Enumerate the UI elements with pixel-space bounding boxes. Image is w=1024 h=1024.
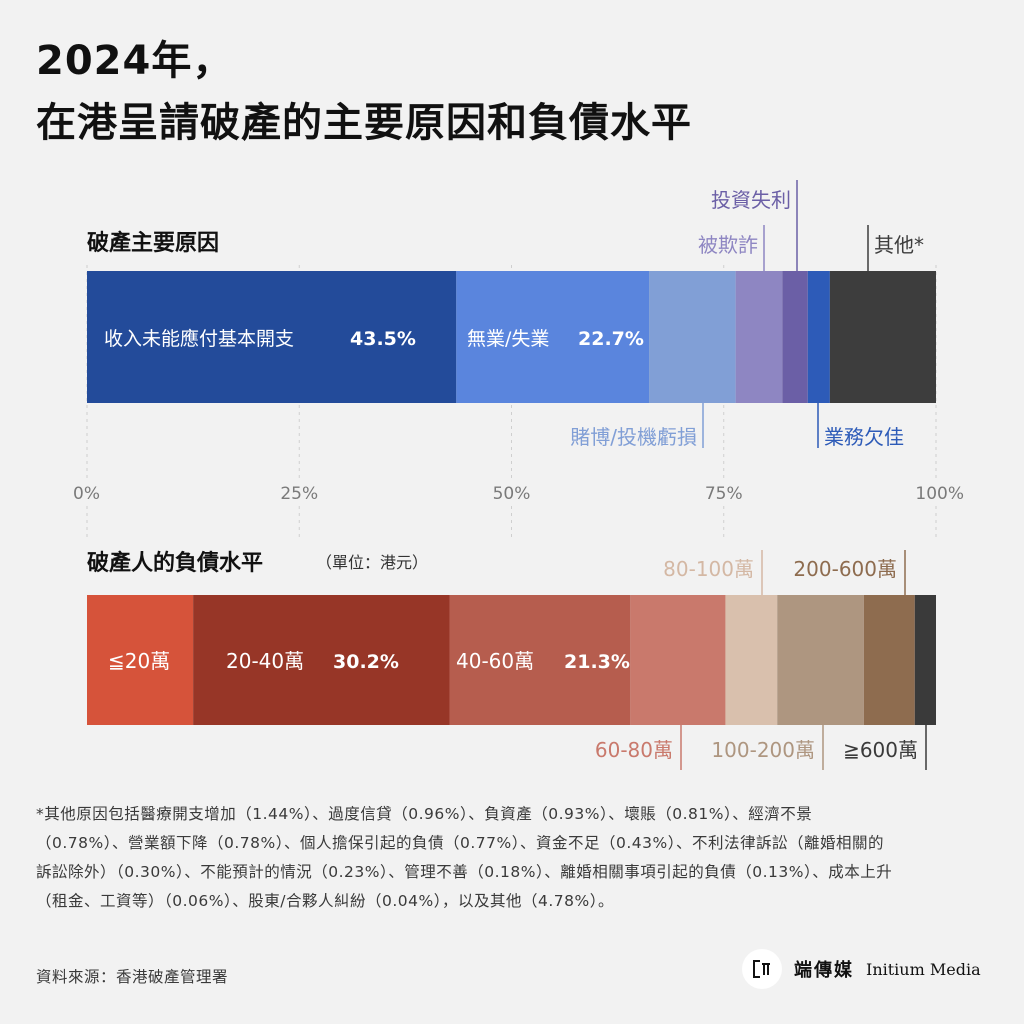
data-source: 資料來源：香港破產管理署 bbox=[36, 968, 229, 986]
segment-label: 100-200萬 bbox=[711, 738, 815, 762]
chart-title: 破產人的負債水平 bbox=[87, 550, 263, 576]
segment-label: 賭博/投機虧損 bbox=[570, 425, 697, 449]
segment-label: 其他* bbox=[874, 233, 924, 257]
bar-segment bbox=[735, 271, 783, 403]
bar-segment bbox=[456, 271, 650, 403]
segment-label: 80-100萬 bbox=[663, 557, 754, 581]
x-tick-label: 100% bbox=[915, 484, 964, 504]
segment-label: 200-600萬 bbox=[793, 557, 897, 581]
data-label: 21.3% bbox=[564, 651, 630, 673]
segment-label: 60-80萬 bbox=[595, 738, 673, 762]
segment-label: 收入未能應付基本開支 bbox=[104, 327, 294, 350]
bar-segment bbox=[829, 271, 936, 403]
segment-label: 40-60萬 bbox=[456, 649, 534, 673]
bar-segment bbox=[777, 595, 864, 725]
x-tick-label: 50% bbox=[493, 484, 531, 504]
title-line-1: 2024年， bbox=[36, 38, 234, 84]
segment-label: 投資失利 bbox=[711, 188, 791, 212]
bar-segment bbox=[807, 271, 830, 403]
initium-logo-icon bbox=[742, 949, 782, 989]
segment-label: 被欺詐 bbox=[698, 233, 758, 257]
chart-title: 破產主要原因 bbox=[87, 230, 219, 256]
bar-segment bbox=[87, 271, 457, 403]
unit-note: （單位：港元） bbox=[316, 553, 428, 572]
bar-segment bbox=[914, 595, 936, 725]
bar-segment bbox=[449, 595, 631, 725]
segment-label: ≦20萬 bbox=[108, 649, 170, 673]
bar-segment bbox=[782, 271, 808, 403]
x-tick-label: 0% bbox=[73, 484, 100, 504]
brand: 端傳媒 Initium Media bbox=[742, 949, 981, 989]
bar-segment bbox=[863, 595, 915, 725]
x-tick-label: 25% bbox=[280, 484, 318, 504]
bar-segment bbox=[87, 595, 194, 725]
segment-label: 20-40萬 bbox=[226, 649, 304, 673]
brand-name-cn: 端傳媒 bbox=[794, 960, 854, 981]
segment-label: ≧600萬 bbox=[843, 738, 918, 762]
bar-segment bbox=[193, 595, 450, 725]
segment-label: 業務欠佳 bbox=[824, 425, 904, 449]
x-tick-label: 75% bbox=[705, 484, 743, 504]
data-label: 43.5% bbox=[350, 328, 416, 350]
brand-name-en: Initium Media bbox=[866, 959, 981, 979]
page-title: 2024年， 在港呈請破產的主要原因和負債水平 bbox=[36, 30, 692, 154]
title-line-2: 在港呈請破產的主要原因和負債水平 bbox=[36, 100, 692, 146]
bar-segment bbox=[725, 595, 778, 725]
footnote: *其他原因包括醫療開支增加（1.44%）、過度信貸（0.96%）、負資產（0.9… bbox=[36, 805, 893, 910]
segment-label: 無業/失業 bbox=[467, 328, 549, 350]
data-label: 30.2% bbox=[333, 651, 399, 673]
bar-segment bbox=[630, 595, 726, 725]
bar-segment bbox=[649, 271, 736, 403]
data-label: 22.7% bbox=[578, 328, 644, 350]
